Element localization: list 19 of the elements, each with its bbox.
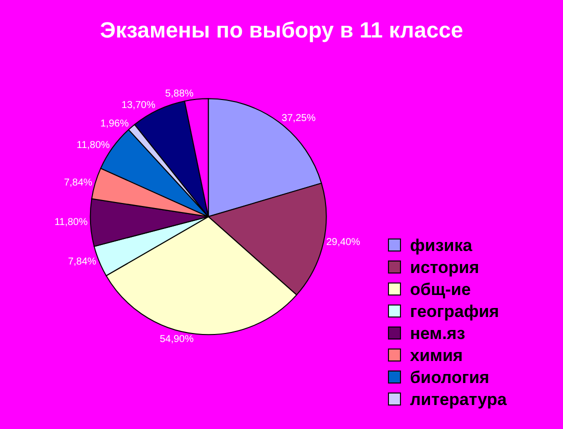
data-label: 7,84% xyxy=(64,177,92,188)
data-label: 5,88% xyxy=(165,88,194,100)
legend-label: физика xyxy=(410,236,473,255)
chart-title: Экзамены по выбору в 11 классе xyxy=(100,18,464,43)
data-label: 54,90% xyxy=(160,334,194,345)
legend-label: общ-ие xyxy=(410,280,471,299)
data-label: 7,84% xyxy=(68,256,96,268)
data-label: 29,40% xyxy=(326,237,360,248)
legend-label: химия xyxy=(410,346,463,365)
legend-label: география xyxy=(410,302,500,321)
data-label: 1,96% xyxy=(100,118,129,130)
legend-label: литература xyxy=(410,390,508,409)
data-label: 37,25% xyxy=(282,113,316,124)
data-label: 13,70% xyxy=(121,100,156,111)
data-label: 11,80% xyxy=(76,140,110,152)
legend-label: нем.яз xyxy=(410,324,466,343)
data-label: 11,80% xyxy=(54,217,88,228)
legend-label: биология xyxy=(410,368,490,387)
legend-label: история xyxy=(410,258,480,277)
